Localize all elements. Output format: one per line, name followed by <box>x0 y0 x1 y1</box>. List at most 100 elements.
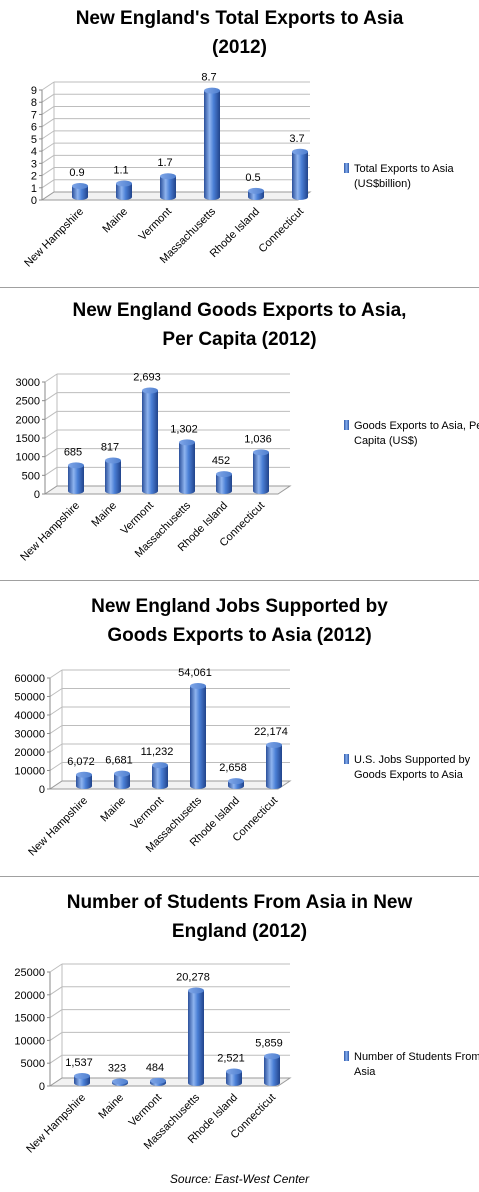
bar <box>228 778 244 789</box>
bar <box>253 449 269 494</box>
legend-label: (US$billion) <box>354 178 411 190</box>
gridline-depth <box>44 429 58 439</box>
legend-swatch <box>344 754 349 764</box>
y-tick-label: 6 <box>31 122 37 134</box>
bar-top <box>190 682 206 689</box>
bar-body <box>204 90 220 200</box>
chart-2-title: New England Goods Exports to Asia, Per C… <box>0 296 479 354</box>
bar <box>112 1078 128 1086</box>
bar <box>226 1068 242 1086</box>
data-label: 0.5 <box>245 172 260 184</box>
divider-1 <box>0 287 479 288</box>
gridline-depth <box>41 142 55 152</box>
data-label: 8.7 <box>201 72 216 84</box>
x-tick-label: New Hampshire <box>24 1092 88 1156</box>
y-tick-label: 20000 <box>14 990 45 1002</box>
data-label: 817 <box>101 441 119 453</box>
bar-body <box>188 990 204 1086</box>
gridline-depth <box>49 706 63 716</box>
bar-body <box>72 186 88 200</box>
bar-top <box>204 87 220 94</box>
bar-top <box>266 741 282 748</box>
y-tick-label: 0 <box>39 1081 45 1093</box>
bar-top <box>114 770 130 777</box>
bar <box>74 1072 90 1086</box>
gridline-depth <box>41 81 55 91</box>
bar <box>292 148 308 200</box>
bar-body <box>152 765 168 789</box>
data-label: 685 <box>64 446 82 458</box>
y-tick-label: 2500 <box>16 396 40 408</box>
y-tick-label: 0 <box>39 784 45 796</box>
data-label: 11,232 <box>141 746 174 758</box>
data-label: 6,072 <box>67 756 95 768</box>
gridline-depth <box>41 179 55 189</box>
chart-4-title-line-2: England (2012) <box>171 921 308 942</box>
bar-top <box>74 1072 90 1079</box>
y-tick-label: 15000 <box>14 1013 45 1025</box>
chart-4-title-line-1: Number of Students From Asia in New <box>66 892 413 913</box>
chart-3-title-line-1: New England Jobs Supported by <box>91 596 388 617</box>
bar-top <box>68 462 84 469</box>
bar-top <box>76 771 92 778</box>
gridline-depth <box>44 448 58 458</box>
bar-top <box>248 187 264 194</box>
bar <box>76 771 92 789</box>
chart-1-title: New England's Total Exports to Asia (201… <box>0 4 479 62</box>
chart-3-title: New England Jobs Supported by Goods Expo… <box>0 592 479 650</box>
bar-top <box>150 1077 166 1084</box>
data-label: 1,302 <box>170 423 198 435</box>
gridline-depth <box>49 1054 63 1064</box>
source-credit: Source: East-West Center <box>169 1172 310 1186</box>
y-tick-label: 4 <box>31 146 37 158</box>
gridline-depth <box>49 725 63 734</box>
bar <box>116 180 132 200</box>
bar <box>142 387 158 494</box>
legend-label: Number of Students From <box>354 1051 479 1063</box>
chart-1-title-line-2: (2012) <box>212 37 267 58</box>
data-label: 323 <box>108 1063 126 1075</box>
bar-top <box>112 1078 128 1085</box>
y-tick-label: 10000 <box>14 766 45 778</box>
bar-top <box>188 987 204 994</box>
bar-top <box>216 471 232 478</box>
gridline-depth <box>49 669 63 679</box>
y-tick-label: 0 <box>31 195 37 207</box>
bar-top <box>160 173 176 180</box>
bar-top <box>142 387 158 394</box>
bar-body <box>179 442 195 494</box>
data-label: 3.7 <box>289 133 304 145</box>
bar-top <box>105 457 121 464</box>
bar-body <box>105 460 121 494</box>
bar <box>152 762 168 789</box>
y-tick-label: 9 <box>31 85 37 97</box>
bar-body <box>292 151 308 200</box>
gridline-depth <box>49 1009 63 1019</box>
bar <box>216 471 232 494</box>
data-label: 20,278 <box>176 972 210 984</box>
legend-label: Capita (US$) <box>354 435 418 447</box>
legend-label: Total Exports to Asia <box>354 163 455 175</box>
gridline-depth <box>44 373 58 383</box>
gridline-depth <box>49 688 63 697</box>
bar-body <box>160 176 176 200</box>
y-tick-label: 25000 <box>14 967 45 979</box>
bar-top <box>179 439 195 446</box>
x-tick-label: Vermont <box>127 1092 164 1129</box>
y-tick-label: 3000 <box>16 377 40 389</box>
bar-top <box>116 180 132 187</box>
y-tick-label: 50000 <box>14 692 45 704</box>
data-label: 6,681 <box>105 755 133 767</box>
bar <box>68 462 84 494</box>
gridline-depth <box>44 410 58 420</box>
bar <box>264 1053 280 1086</box>
bar-body <box>266 744 282 789</box>
chart-2-title-line-2: Per Capita (2012) <box>162 329 317 350</box>
legend-label: Goods Exports to Asia <box>354 769 464 781</box>
data-label: 0.9 <box>69 167 84 179</box>
bar-body <box>226 1071 242 1086</box>
data-label: 2,658 <box>219 762 247 774</box>
y-tick-label: 40000 <box>14 710 45 722</box>
bar <box>179 439 195 494</box>
